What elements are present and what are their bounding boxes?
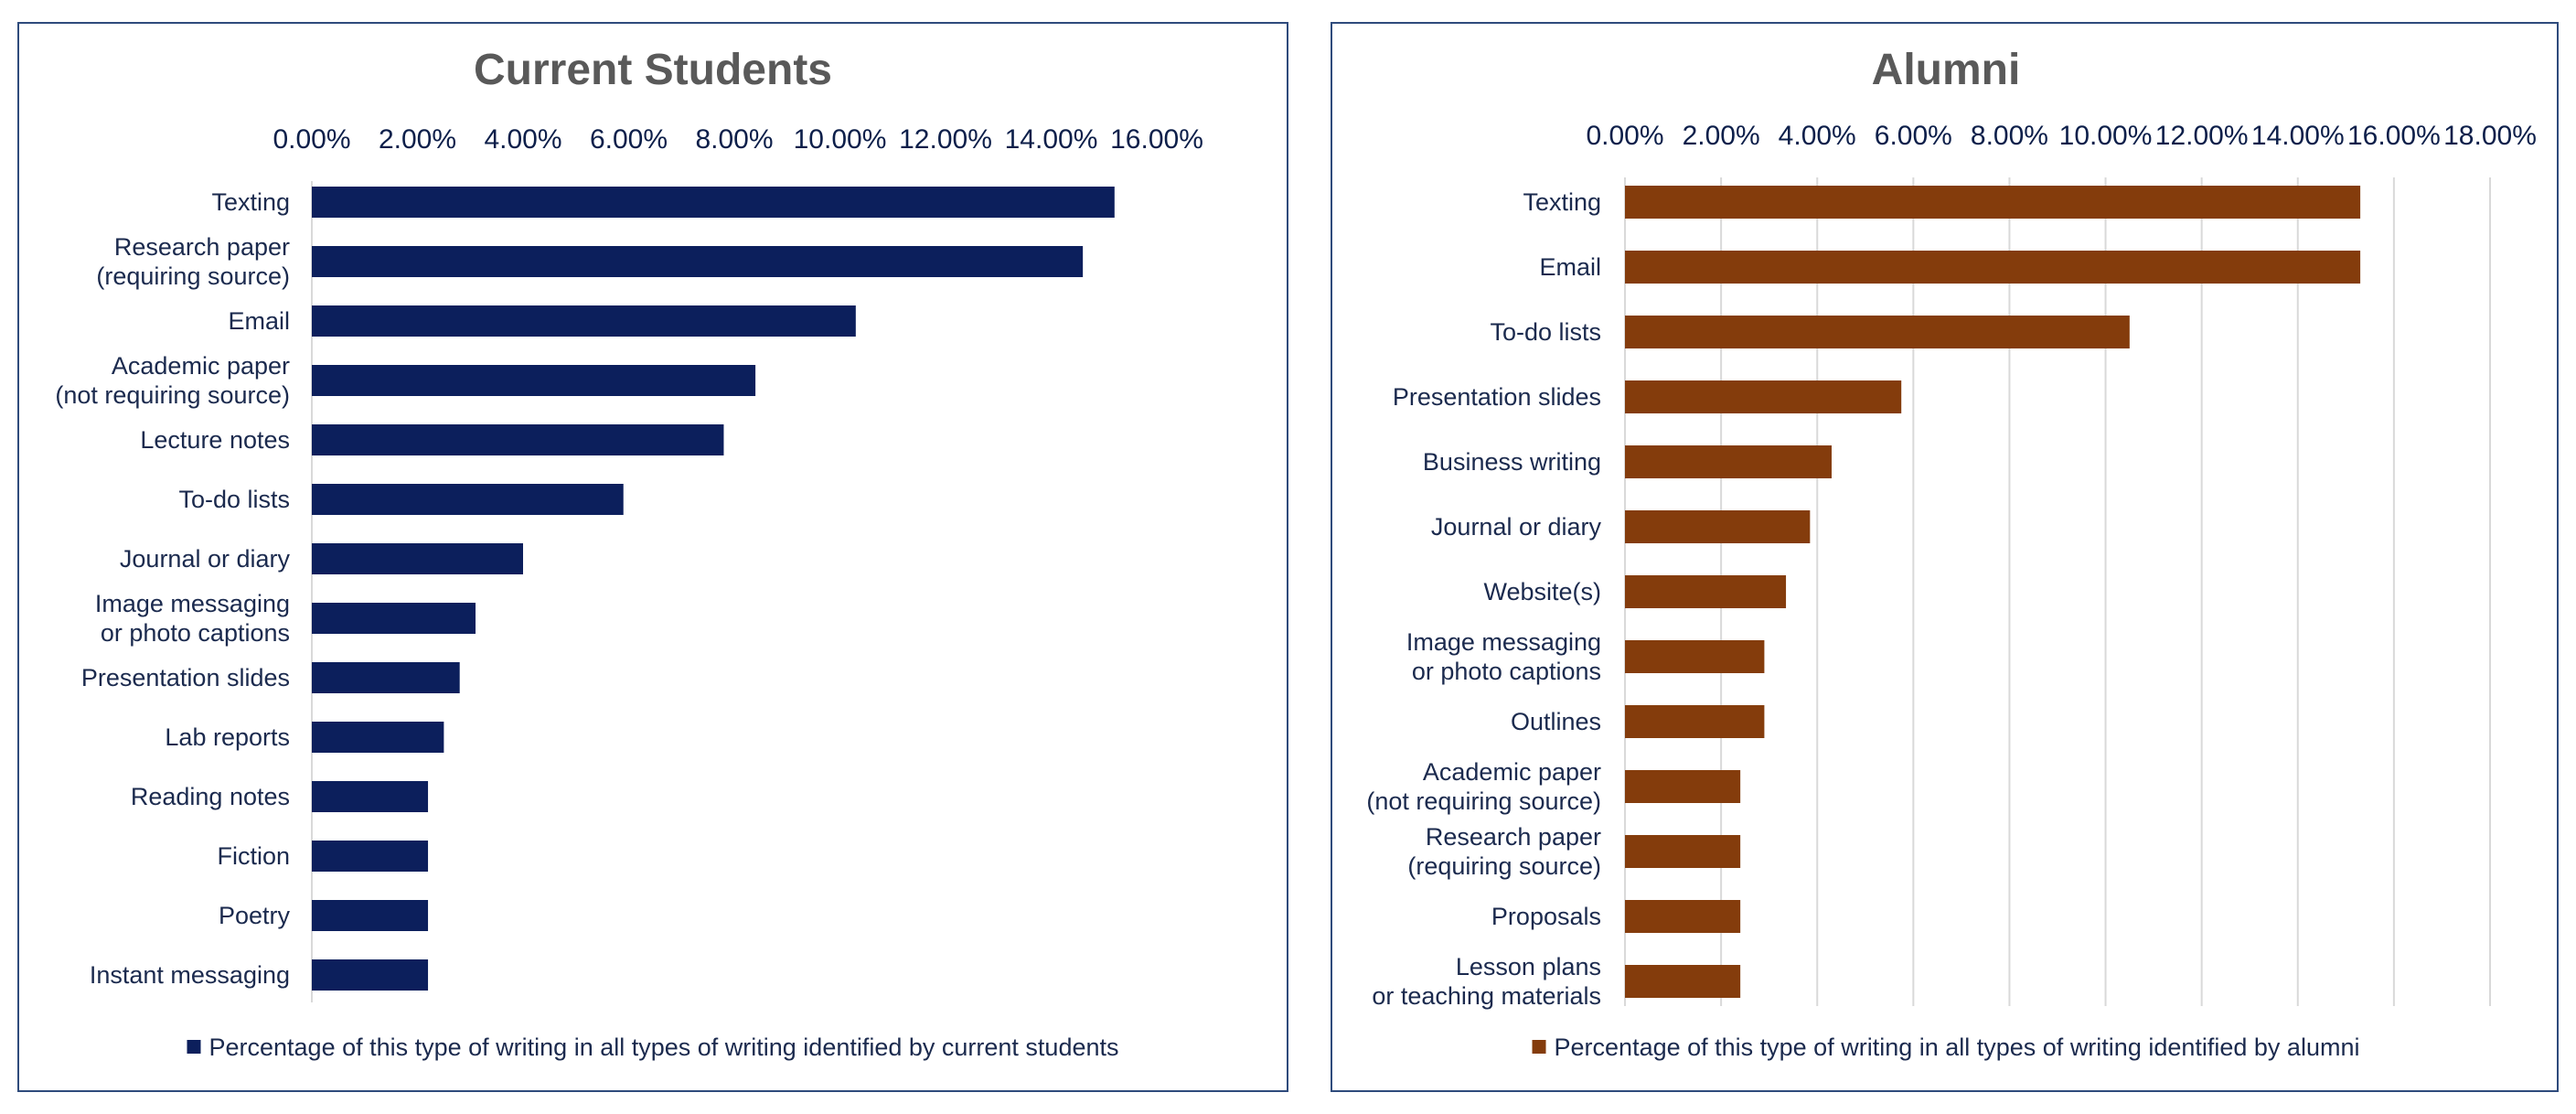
- alumni-legend-label: Percentage of this type of writing in al…: [1555, 1034, 2360, 1061]
- alumni-category-label: Website(s): [1483, 578, 1601, 605]
- chart-panel-alumni: Alumni 0.00% 2.00% 4.00% 6.00% 8.00% 10.00% 12.…: [1331, 22, 2559, 1092]
- current-students-bar: [312, 365, 756, 396]
- alumni-category-label: Texting: [1523, 188, 1601, 216]
- alumni-bar: [1625, 835, 1741, 868]
- alumni-bar: [1625, 640, 1765, 673]
- current-students-legend-swatch: [187, 1040, 201, 1054]
- alumni-tick-label: 12.00%: [2155, 121, 2249, 151]
- current-students-category-label: To-do lists: [178, 486, 290, 513]
- current-students-legend: Percentage of this type of writing in al…: [187, 1034, 1119, 1061]
- alumni-category-label: To-do lists: [1490, 318, 1601, 346]
- current-students-bar: [312, 722, 444, 753]
- alumni-bar: [1625, 186, 2361, 219]
- current-students-tick-label: 2.00%: [379, 124, 456, 155]
- alumni-category-label: (not requiring source): [1366, 787, 1601, 815]
- alumni-bar: [1625, 575, 1787, 608]
- current-students-category-label: (requiring source): [96, 262, 290, 290]
- alumni-tick-label: 6.00%: [1875, 121, 1952, 151]
- alumni-category-label: Image messaging: [1406, 628, 1601, 656]
- current-students-title: Current Students: [474, 46, 832, 94]
- alumni-category-label: or photo captions: [1412, 658, 1601, 685]
- chart-current-students: Current Students 0.00% 2.00% 4.00% 6.00% 8.00…: [55, 46, 1203, 1061]
- current-students-bar: [312, 424, 724, 455]
- current-students-category-label: Lab reports: [165, 723, 290, 751]
- alumni-tick-label: 4.00%: [1779, 121, 1856, 151]
- alumni-category-label: Journal or diary: [1431, 513, 1602, 541]
- current-students-category-label: Presentation slides: [81, 664, 290, 691]
- alumni-bar: [1625, 900, 1741, 933]
- alumni-title: Alumni: [1872, 46, 2021, 94]
- current-students-bar: [312, 959, 429, 991]
- current-students-tick-label: 12.00%: [899, 124, 992, 155]
- current-students-tick-label: 6.00%: [590, 124, 668, 155]
- alumni-legend: Percentage of this type of writing in al…: [1532, 1034, 2360, 1061]
- current-students-tick-label: 8.00%: [695, 124, 773, 155]
- alumni-category-label: Research paper: [1426, 823, 1601, 851]
- alumni-bar: [1625, 510, 1811, 543]
- alumni-bar: [1625, 251, 2361, 284]
- chart-panel-current-students: Current Students 0.00% 2.00% 4.00% 6.00% 8.00…: [17, 22, 1288, 1092]
- alumni-tick-label: 16.00%: [2347, 121, 2441, 151]
- current-students-category-label: Image messaging: [95, 590, 290, 617]
- current-students-bar: [312, 246, 1084, 277]
- current-students-tick-label: 4.00%: [484, 124, 561, 155]
- alumni-category-label: Outlines: [1511, 708, 1601, 735]
- current-students-tick-label: 10.00%: [794, 124, 887, 155]
- alumni-tick-label: 18.00%: [2443, 121, 2537, 151]
- current-students-bar: [312, 543, 523, 574]
- alumni-category-label: Lesson plans: [1456, 953, 1601, 980]
- alumni-bar: [1625, 965, 1741, 998]
- current-students-bar: [312, 305, 856, 337]
- current-students-category-label: Texting: [211, 188, 290, 216]
- current-students-category-label: Lecture notes: [140, 426, 290, 454]
- alumni-category-label: Proposals: [1491, 903, 1601, 930]
- current-students-bar: [312, 900, 429, 931]
- alumni-category-label: (requiring source): [1407, 852, 1601, 880]
- current-students-category-label: Fiction: [217, 842, 290, 870]
- current-students-category-label: Instant messaging: [90, 961, 290, 989]
- alumni-tick-label: 8.00%: [1971, 121, 2048, 151]
- current-students-category-label: Research paper: [114, 233, 290, 261]
- current-students-bar: [312, 187, 1115, 218]
- alumni-category-label: or teaching materials: [1372, 982, 1601, 1010]
- current-students-bar: [312, 841, 429, 872]
- current-students-legend-label: Percentage of this type of writing in al…: [208, 1034, 1118, 1061]
- alumni-tick-label: 14.00%: [2251, 121, 2345, 151]
- current-students-category-label: Academic paper: [112, 352, 290, 380]
- alumni-legend-swatch: [1532, 1040, 1546, 1054]
- alumni-category-label: Business writing: [1423, 448, 1601, 476]
- alumni-tick-label: 10.00%: [2059, 121, 2153, 151]
- current-students-bar: [312, 484, 624, 515]
- current-students-tick-label: 16.00%: [1110, 124, 1203, 155]
- alumni-category-label: Academic paper: [1423, 758, 1601, 786]
- alumni-bar: [1625, 770, 1741, 803]
- current-students-tick-label: 0.00%: [273, 124, 350, 155]
- alumni-bar: [1625, 705, 1765, 738]
- alumni-category-label: Email: [1539, 253, 1601, 281]
- alumni-category-label: Presentation slides: [1393, 383, 1601, 411]
- alumni-bar: [1625, 380, 1902, 413]
- current-students-bar: [312, 662, 460, 693]
- current-students-bar: [312, 603, 476, 634]
- current-students-category-label: Journal or diary: [120, 545, 291, 573]
- current-students-category-label: or photo captions: [101, 619, 290, 647]
- alumni-tick-label: 2.00%: [1683, 121, 1760, 151]
- current-students-category-label: Poetry: [219, 902, 291, 929]
- current-students-category-label: Email: [228, 307, 290, 335]
- alumni-bar: [1625, 445, 1832, 478]
- chart-alumni: Alumni 0.00% 2.00% 4.00% 6.00% 8.00% 10.00% 12.…: [1366, 46, 2537, 1061]
- alumni-bar: [1625, 316, 2130, 348]
- current-students-category-label: Reading notes: [131, 783, 290, 810]
- current-students-tick-label: 14.00%: [1005, 124, 1098, 155]
- current-students-category-label: (not requiring source): [55, 381, 290, 409]
- current-students-bar: [312, 781, 429, 812]
- alumni-tick-label: 0.00%: [1586, 121, 1663, 151]
